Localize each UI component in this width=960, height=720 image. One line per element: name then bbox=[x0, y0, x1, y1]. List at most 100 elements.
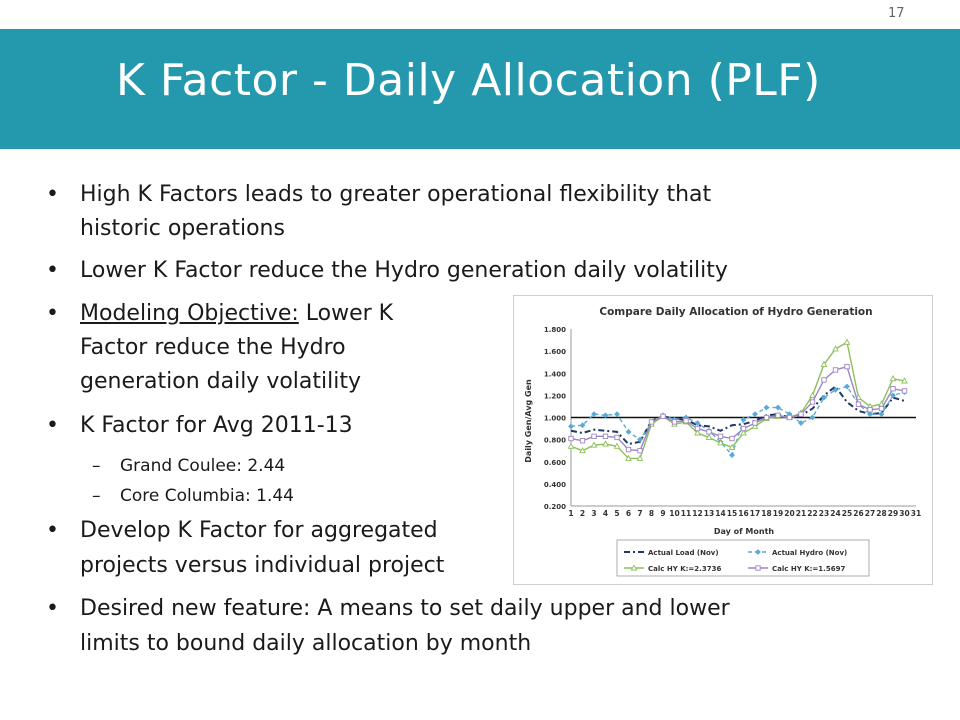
data-point bbox=[579, 438, 586, 444]
x-tick-label: 2 bbox=[580, 509, 585, 518]
data-point bbox=[740, 425, 747, 432]
data-point bbox=[636, 454, 644, 461]
slide-number: 17 bbox=[888, 6, 905, 21]
data-point bbox=[867, 411, 873, 418]
data-point bbox=[867, 407, 873, 413]
data-point bbox=[763, 414, 770, 421]
plot-area: 0.200 0.400 0.600 0.800 1.000 1.200 1.400 1.600… bbox=[544, 326, 921, 518]
bullet-dot: • bbox=[46, 413, 59, 438]
objective-text: Lower K bbox=[298, 301, 394, 326]
bullet-text: High K Factors leads to greater operatio… bbox=[80, 182, 712, 207]
data-point bbox=[602, 412, 609, 419]
data-point bbox=[901, 377, 908, 384]
x-tick-label: 17 bbox=[750, 509, 760, 518]
legend-label: Actual Hydro (Nov) bbox=[772, 549, 847, 557]
data-point bbox=[729, 435, 735, 442]
data-point bbox=[832, 386, 839, 393]
data-point bbox=[579, 446, 586, 454]
data-point bbox=[832, 345, 839, 352]
data-point bbox=[878, 405, 885, 412]
x-tick-label: 25 bbox=[842, 509, 852, 518]
bullet-text: historic operations bbox=[80, 216, 285, 241]
x-axis-label: Day of Month bbox=[714, 527, 775, 536]
data-point bbox=[889, 375, 897, 382]
bullet-text: Lower K Factor reduce the Hydro generati… bbox=[80, 258, 728, 283]
data-point bbox=[591, 411, 597, 418]
bullet-text: Factor reduce the Hydro bbox=[80, 335, 346, 360]
data-point bbox=[890, 386, 896, 392]
sub-bullet-dash: – bbox=[92, 456, 101, 476]
data-point bbox=[694, 425, 701, 432]
data-point bbox=[648, 419, 655, 425]
data-point bbox=[751, 422, 759, 429]
data-point bbox=[671, 419, 678, 425]
slide-title: K Factor - Daily Allocation (PLF) bbox=[116, 55, 821, 106]
data-point bbox=[809, 391, 816, 398]
data-point bbox=[798, 420, 804, 426]
x-tick-label: 16 bbox=[738, 509, 748, 518]
legend-box bbox=[616, 539, 870, 577]
x-tick-label: 21 bbox=[796, 509, 806, 518]
data-point bbox=[855, 401, 862, 407]
series-4 bbox=[568, 363, 908, 454]
bullet-text: Desired new feature: A means to set dail… bbox=[80, 596, 730, 621]
data-point bbox=[901, 388, 908, 394]
data-point bbox=[775, 404, 781, 411]
bullet-dot: • bbox=[46, 301, 59, 326]
x-tick-label: 11 bbox=[681, 509, 691, 518]
data-point bbox=[740, 416, 747, 423]
legend-label: Calc HY K:=1.5697 bbox=[772, 565, 845, 573]
x-tick-label: 10 bbox=[669, 509, 679, 518]
series-group bbox=[567, 338, 908, 461]
sub-bullet-item: – Core Columbia: 1.44 bbox=[92, 481, 294, 511]
series-line bbox=[570, 385, 905, 457]
series-1 bbox=[570, 385, 905, 446]
x-tick-label: 27 bbox=[865, 509, 875, 518]
x-tick-label: 30 bbox=[899, 509, 909, 518]
legend-item: Actual Hydro (Nov) bbox=[748, 549, 847, 557]
data-point bbox=[660, 413, 666, 420]
data-point bbox=[717, 433, 724, 439]
legend-label: Actual Load (Nov) bbox=[648, 549, 719, 557]
data-point bbox=[820, 360, 828, 367]
x-tick-label: 6 bbox=[626, 509, 631, 518]
data-point bbox=[602, 440, 609, 447]
data-point bbox=[683, 418, 689, 424]
bullet-text: limits to bound daily allocation by mont… bbox=[80, 631, 532, 656]
bullet-dot: • bbox=[46, 258, 59, 283]
x-tick-label: 3 bbox=[591, 509, 596, 518]
bullet-text: projects versus individual project bbox=[80, 553, 445, 578]
series-line bbox=[570, 341, 905, 460]
data-point bbox=[729, 452, 735, 459]
x-tick-label: 1 bbox=[568, 509, 573, 518]
y-tick-label: 1.200 bbox=[544, 392, 566, 400]
x-tick-label: 29 bbox=[888, 509, 898, 518]
x-tick-label: 19 bbox=[773, 509, 783, 518]
objective-label: Modeling Objective: bbox=[80, 301, 299, 326]
x-tick-label: 12 bbox=[692, 509, 702, 518]
data-point bbox=[878, 411, 885, 418]
bullet-text: Develop K Factor for aggregated bbox=[80, 518, 438, 543]
data-point bbox=[637, 436, 643, 443]
data-point bbox=[843, 338, 851, 345]
data-point bbox=[752, 420, 758, 426]
x-tick-label: 24 bbox=[830, 509, 840, 518]
data-point bbox=[809, 399, 816, 405]
x-tick-label: 26 bbox=[853, 509, 863, 518]
data-point bbox=[844, 363, 850, 370]
x-tick-label: 7 bbox=[637, 509, 642, 518]
x-tick-label: 13 bbox=[704, 509, 714, 518]
chart-title: Compare Daily Allocation of Hydro Genera… bbox=[599, 306, 872, 318]
y-tick-label: 0.800 bbox=[544, 437, 566, 445]
data-point bbox=[755, 549, 761, 555]
series-3 bbox=[567, 338, 908, 461]
x-tick-label: 18 bbox=[761, 509, 771, 518]
data-point bbox=[798, 411, 804, 417]
data-point bbox=[844, 383, 850, 390]
data-point bbox=[625, 446, 632, 453]
x-tick-label: 28 bbox=[876, 509, 886, 518]
x-tick-label: 8 bbox=[649, 509, 654, 518]
legend: Actual Load (Nov) Actual Hydro (Nov) Calc … bbox=[616, 539, 870, 577]
data-point bbox=[763, 404, 770, 411]
data-point bbox=[821, 394, 827, 401]
